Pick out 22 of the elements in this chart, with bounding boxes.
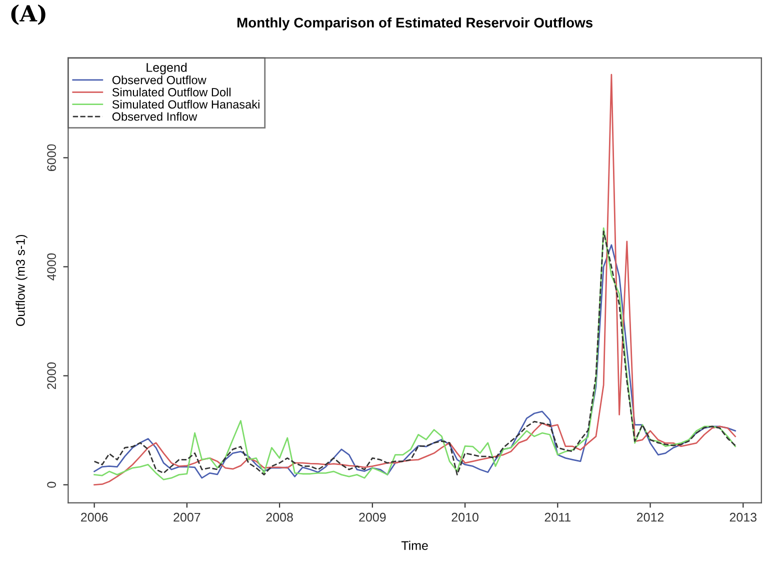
chart-title: Monthly Comparison of Estimated Reservoir Outflows: [237, 17, 592, 30]
x-tick-label: 2011: [544, 512, 570, 522]
y-tick-label: 0: [47, 482, 56, 488]
y-tick-label: 2000: [47, 362, 56, 390]
legend-label: Simulated Outflow Doll: [112, 88, 230, 96]
text: (A): [11, 4, 46, 25]
x-tick-label: 2010: [452, 512, 478, 522]
x-tick-label: 2013: [730, 512, 756, 522]
legend-label: Observed Outflow: [112, 76, 206, 84]
x-tick-label: 2009: [359, 512, 386, 522]
legend-label: Observed Inflow: [112, 112, 198, 121]
y-tick-label: 4000: [47, 253, 56, 280]
y-tick-label: 6000: [47, 144, 56, 172]
x-tick-label: 2008: [266, 512, 293, 522]
legend-label: Simulated Outflow Hanasaki: [112, 100, 260, 109]
x-tick-label: 2006: [81, 512, 108, 522]
x-tick-label: 2007: [174, 512, 200, 522]
line-series: [94, 74, 736, 486]
x-tick-label: 2012: [636, 512, 664, 522]
x-axis-title: Time: [401, 540, 428, 550]
y-axis-title: Outflow (m3 s-1): [16, 234, 28, 326]
legend-title: Legend: [146, 62, 187, 74]
